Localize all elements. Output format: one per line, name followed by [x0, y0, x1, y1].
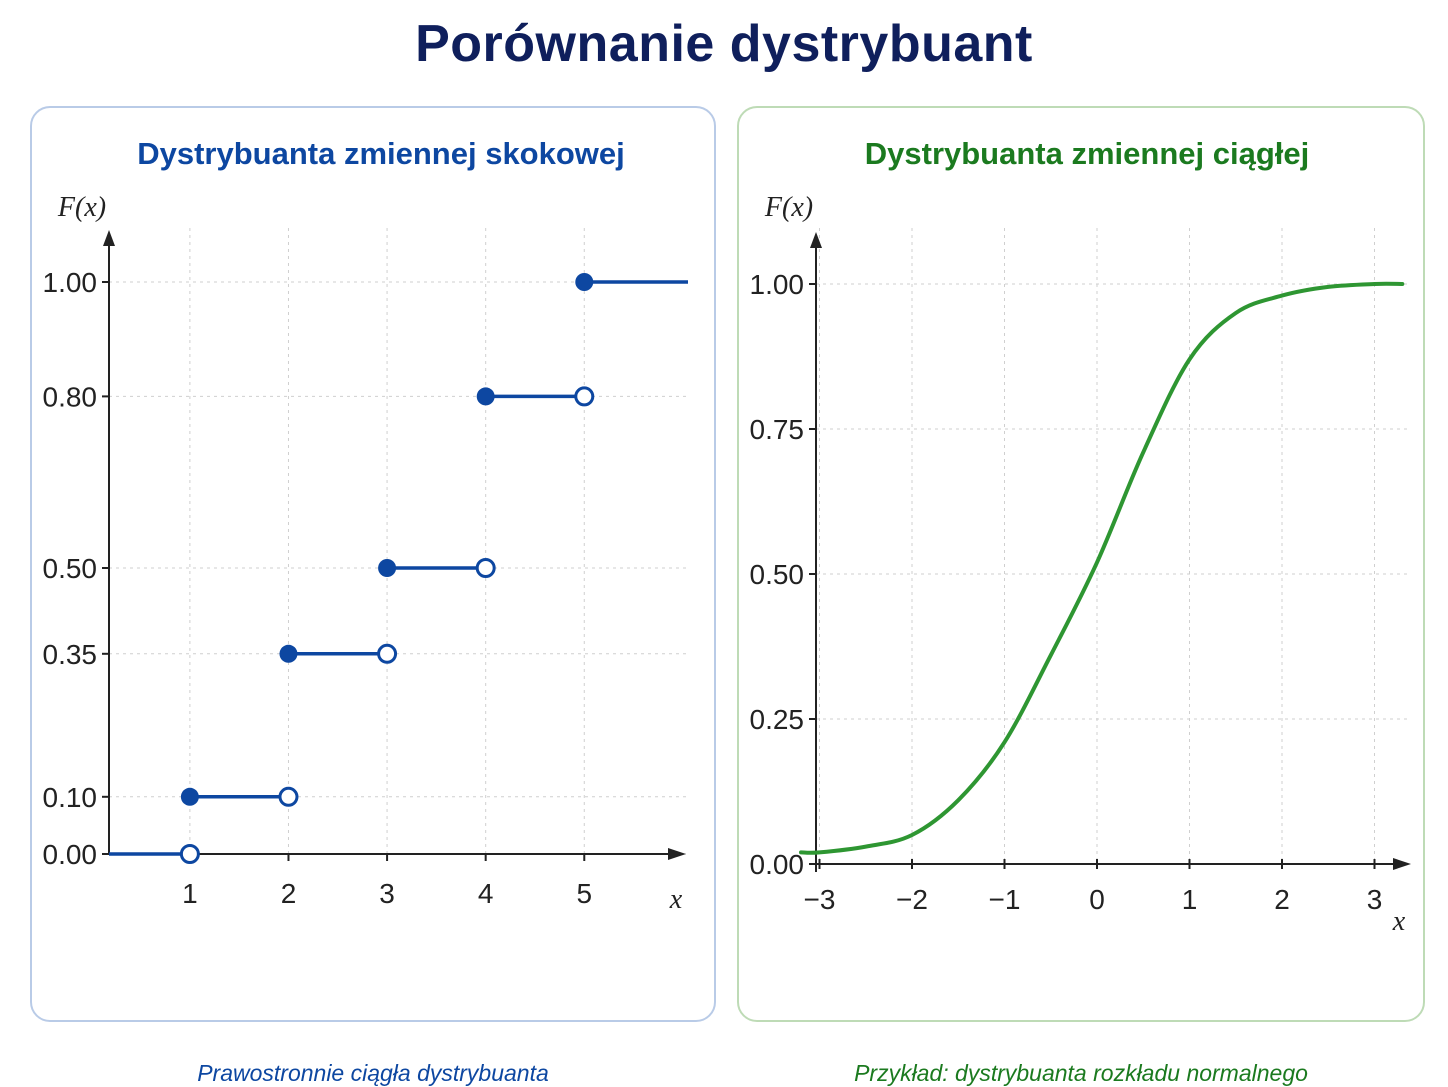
y-tick-label: 0.50 [43, 553, 98, 584]
x-tick-label: 3 [379, 878, 395, 909]
closed-point [180, 787, 199, 806]
y-tick-label: 0.35 [43, 639, 98, 670]
y-tick-label: 1.00 [43, 267, 98, 298]
ticks: −3 −2 −1 0 1 2 3 0.00 0.25 0.50 0.75 1.00 [750, 269, 1383, 915]
grid [109, 228, 688, 855]
open-point [574, 386, 595, 407]
closed-point [476, 387, 495, 406]
y-axis-arrow [103, 230, 115, 246]
grid [816, 228, 1407, 864]
step-series [109, 273, 688, 864]
page-title: Porównanie dystrybuant [415, 15, 1033, 73]
x-tick-label: −2 [896, 884, 928, 915]
continuous-cdf-chart: Dystrybuanta zmiennej ciągłej −3 −2 −1 0 1 2 3… [750, 136, 1411, 937]
open-point [179, 844, 200, 864]
cdf-curve [799, 281, 1405, 855]
y-tick-label: 0.50 [750, 559, 805, 590]
chart-title: Dystrybuanta zmiennej ciągłej [865, 136, 1309, 171]
y-tick-label: 0.10 [43, 782, 98, 813]
x-tick-label: 1 [1182, 884, 1198, 915]
y-axis-arrow [810, 232, 822, 248]
x-tick-label: 4 [478, 878, 494, 909]
x-axis-label: x [669, 884, 683, 915]
axes [810, 232, 1411, 872]
x-axis-label: x [1392, 906, 1406, 937]
axes [103, 230, 686, 860]
closed-point [575, 273, 594, 291]
y-tick-label: 0.80 [43, 381, 98, 412]
chart-title: Dystrybuanta zmiennej skokowej [137, 136, 625, 171]
closed-point [378, 559, 397, 577]
x-tick-label: 0 [1089, 884, 1105, 915]
discrete-cdf-chart: Dystrybuanta zmiennej skokowej 1 2 3 4 5 0.00… [43, 136, 688, 915]
y-tick-label: 0.00 [750, 849, 805, 880]
chart-caption: Przykład: dystrybuanta rozkładu normalne… [854, 1060, 1308, 1086]
x-axis-arrow [668, 848, 686, 860]
x-tick-label: 5 [576, 878, 592, 909]
x-tick-label: 1 [182, 878, 198, 909]
cdf-series [799, 281, 1405, 855]
y-tick-label: 0.75 [750, 414, 805, 445]
y-tick-label: 1.00 [750, 269, 805, 300]
y-axis-label: F(x) [764, 192, 813, 223]
x-tick-label: −1 [989, 884, 1021, 915]
x-axis-arrow [1393, 858, 1411, 870]
y-tick-label: 0.25 [750, 704, 805, 735]
x-tick-label: 2 [1274, 884, 1290, 915]
chart-caption: Prawostronnie ciągła dystrybuanta [197, 1060, 549, 1086]
y-tick-label: 0.00 [43, 839, 98, 870]
x-tick-label: −3 [804, 884, 836, 915]
continuous-cdf-panel: Dystrybuanta zmiennej ciągłej −3 −2 −1 0 1 2 3… [737, 106, 1425, 1086]
y-axis-label: F(x) [57, 192, 106, 223]
discrete-cdf-panel: Dystrybuanta zmiennej skokowej 1 2 3 4 5 0.00… [30, 106, 716, 1086]
closed-point [279, 644, 298, 663]
open-point [475, 558, 496, 578]
x-tick-label: 2 [281, 878, 297, 909]
open-point [278, 786, 299, 807]
open-point [377, 643, 398, 664]
ticks: 1 2 3 4 5 0.00 0.10 0.35 0.50 0.80 1.00 [43, 267, 593, 909]
x-tick-label: 3 [1367, 884, 1383, 915]
